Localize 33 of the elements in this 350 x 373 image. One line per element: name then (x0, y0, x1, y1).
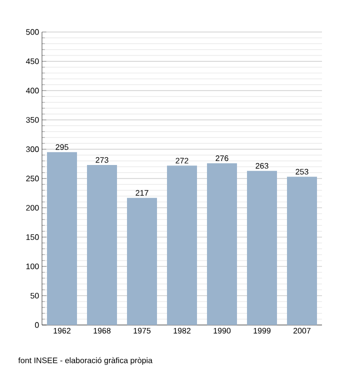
y-tick-label: 50 (30, 292, 39, 299)
bar (126, 198, 157, 325)
y-tick-label: 150 (26, 234, 39, 240)
x-tick-label: 1968 (94, 328, 111, 334)
x-tick-label: 1982 (174, 328, 190, 334)
data-label: 273 (96, 157, 108, 163)
data-label: 272 (176, 158, 188, 164)
y-tick-label: 250 (26, 176, 39, 182)
data-label: 217 (136, 190, 148, 196)
y-tick-label: 0 (35, 322, 39, 328)
y-tick-label: 200 (26, 204, 39, 211)
y-tick-label: 500 (26, 29, 39, 35)
data-label: 295 (56, 144, 68, 150)
text: font INSEE - elaboració gràfica pròpia (18, 357, 152, 365)
y-tick-label: 100 (26, 264, 39, 270)
bar (206, 163, 237, 325)
bar (47, 152, 77, 325)
y-tick-label: 350 (26, 117, 39, 123)
data-label: 276 (216, 155, 228, 162)
x-tick-label: 1962 (54, 328, 70, 334)
bar (166, 166, 197, 325)
data-label: 253 (296, 168, 308, 175)
x-tick-label: 2007 (294, 328, 310, 334)
bar (286, 176, 317, 325)
y-tick-label: 400 (26, 88, 39, 94)
y-tick-label: 300 (26, 146, 39, 152)
x-tick-label: 1990 (214, 328, 231, 334)
bar (87, 165, 117, 325)
x-tick-label: 1999 (254, 328, 270, 334)
data-label: 263 (256, 163, 268, 169)
bar (246, 170, 277, 325)
x-tick-label: 1975 (134, 328, 151, 334)
y-tick-label: 450 (26, 58, 39, 64)
